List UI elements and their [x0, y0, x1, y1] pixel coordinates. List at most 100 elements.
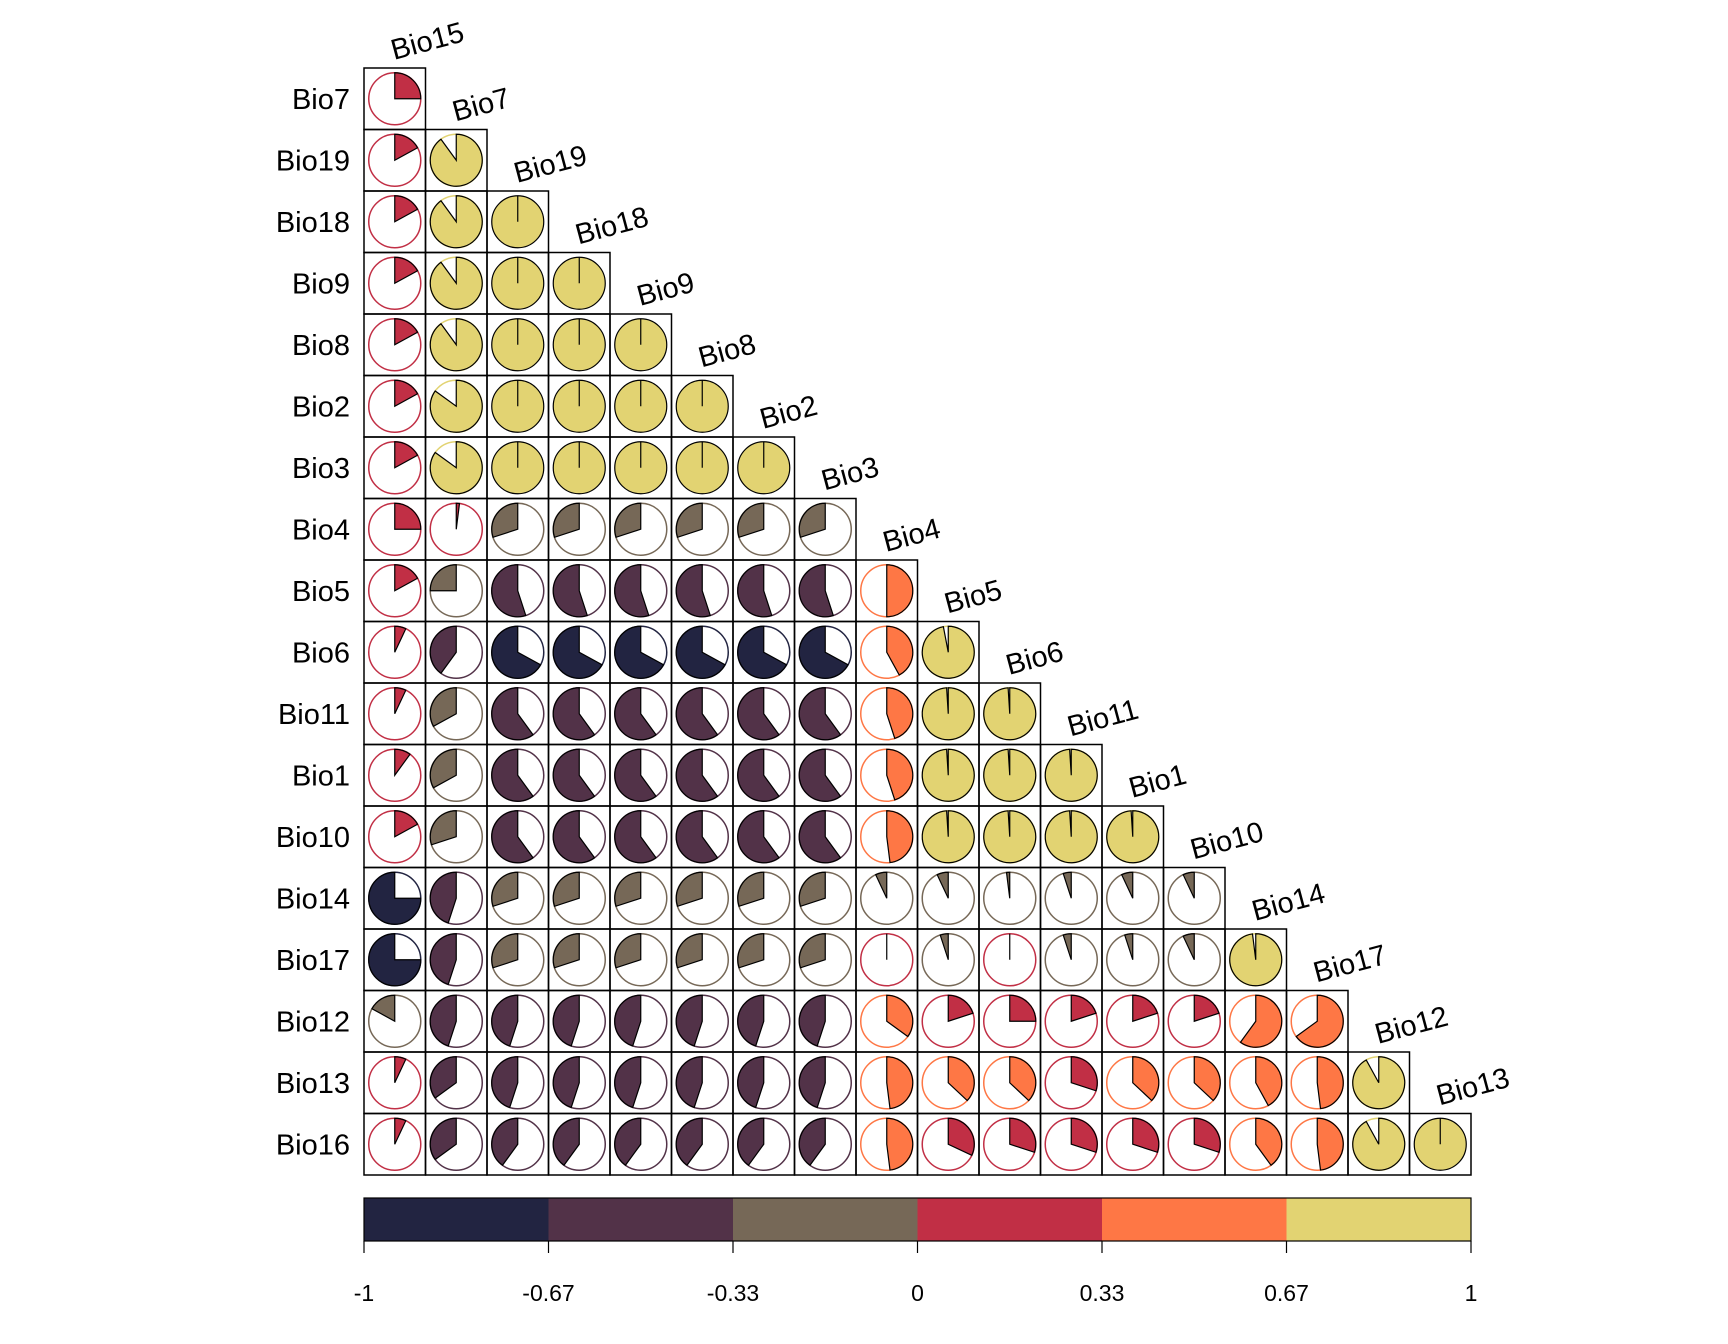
cell-bio13-bio19 — [486, 1051, 550, 1115]
pie-wedge — [1062, 933, 1072, 960]
pie-wedge — [1255, 1117, 1283, 1167]
cell-bio1-bio18 — [547, 743, 611, 807]
pie-wedge — [939, 933, 949, 960]
cell-bio3-bio18 — [547, 436, 611, 500]
cell-bio16-bio19 — [486, 1112, 550, 1176]
cell-bio13-bio6 — [978, 1051, 1042, 1115]
pie-wedge — [429, 564, 457, 592]
pie-wedge — [1044, 810, 1098, 864]
cell-bio14-bio8 — [670, 866, 734, 930]
cell-bio12-bio15 — [363, 989, 427, 1053]
pie-wedge — [491, 871, 519, 908]
cell-bio16-bio5 — [916, 1112, 980, 1176]
cell-bio17-bio3 — [793, 928, 857, 992]
pie-wedge — [491, 748, 534, 802]
pie-wedge — [737, 994, 765, 1047]
pie-wedge — [675, 871, 703, 908]
cell-bio3-bio15 — [363, 436, 427, 500]
pie-wedge — [1132, 1117, 1160, 1154]
pie-wedge — [552, 502, 580, 539]
pie-wedge — [886, 1117, 914, 1171]
column-label-bio5: Bio5 — [941, 574, 1005, 620]
colorbar-tick-label: 0.33 — [1080, 1280, 1125, 1306]
cell-bio1-bio4 — [855, 743, 919, 807]
cell-bio10-bio6 — [978, 805, 1042, 869]
pie-wedge — [737, 1117, 765, 1167]
cell-bio14-bio2 — [732, 866, 796, 930]
cell-bio19-bio7 — [424, 128, 488, 192]
cell-bio3-bio9 — [609, 436, 673, 500]
cell-bio13-bio9 — [609, 1051, 673, 1115]
pie-wedge — [491, 933, 519, 969]
pie-wedge — [491, 687, 534, 741]
cell-bio16-bio17 — [1285, 1112, 1349, 1176]
column-label-bio17: Bio17 — [1310, 939, 1390, 989]
cell-bio10-bio9 — [609, 805, 673, 869]
pie-wedge — [921, 625, 975, 679]
cell-bio14-bio3 — [793, 866, 857, 930]
cell-bio11-bio9 — [609, 682, 673, 746]
pie-wedge — [1132, 994, 1159, 1023]
pie-wedge — [675, 502, 703, 539]
pie-wedge — [1352, 1117, 1406, 1171]
pie-wedge — [675, 1056, 703, 1109]
pie-wedge — [429, 1117, 457, 1161]
cell-bio13-bio12 — [1347, 1051, 1411, 1115]
cell-bio14-bio5 — [916, 866, 980, 930]
pie-wedge — [1182, 871, 1195, 899]
pie-wedge — [798, 687, 842, 741]
cell-bio9-bio7 — [424, 251, 488, 315]
cell-bio17-bio6 — [978, 928, 1042, 992]
cell-bio13-bio11 — [1039, 1051, 1103, 1115]
colorbar-segment — [364, 1198, 549, 1241]
colorbar-segment — [917, 1198, 1103, 1241]
cell-bio11-bio8 — [670, 682, 734, 746]
pie-wedge — [394, 502, 422, 530]
pie-wedge — [1295, 994, 1344, 1048]
cell-bio3-bio2 — [732, 436, 796, 500]
cell-bio13-bio7 — [424, 1051, 488, 1115]
cell-bio19-bio15 — [363, 128, 427, 192]
pie-wedge — [552, 871, 580, 908]
pie-wedge — [394, 810, 419, 838]
cell-bio1-bio2 — [732, 743, 796, 807]
cell-bio14-bio6 — [978, 866, 1042, 930]
pie-wedge — [1316, 1117, 1344, 1171]
pie-wedge — [798, 748, 842, 802]
pie-wedge — [552, 564, 589, 618]
cell-bio12-bio11 — [1039, 989, 1103, 1053]
cell-bio1-bio15 — [363, 743, 427, 807]
column-label-bio4: Bio4 — [880, 513, 944, 559]
pie-wedge — [552, 687, 596, 741]
pie-wedge — [983, 810, 1037, 864]
cell-bio5-bio3 — [793, 559, 857, 623]
cell-bio18-bio19 — [486, 190, 550, 254]
pie-wedge — [1009, 1056, 1037, 1102]
pie-wedge — [614, 564, 650, 618]
pie-wedge — [1229, 933, 1283, 987]
pie-wedge — [429, 1056, 457, 1099]
pie-wedge — [983, 748, 1037, 802]
cell-bio5-bio7 — [424, 559, 488, 623]
row-label-bio4: Bio4 — [292, 514, 350, 546]
cell-bio5-bio15 — [363, 559, 427, 623]
pie-wedge — [429, 318, 483, 372]
pie-wedge — [737, 871, 765, 908]
column-label-bio19: Bio19 — [511, 140, 591, 190]
pie-wedge — [675, 933, 703, 969]
pie-wedge — [798, 1056, 826, 1109]
cell-bio1-bio9 — [609, 743, 673, 807]
pie-wedge — [1123, 933, 1134, 960]
cell-bio1-bio6 — [978, 743, 1042, 807]
cell-bio16-bio9 — [609, 1112, 673, 1176]
cell-bio6-bio3 — [793, 620, 857, 684]
pie-wedge — [491, 1117, 519, 1167]
cell-bio3-bio8 — [670, 436, 734, 500]
cell-bio11-bio15 — [363, 682, 427, 746]
cell-bio13-bio1 — [1101, 1051, 1165, 1115]
cell-bio2-bio18 — [547, 374, 611, 438]
pie-wedge — [886, 748, 914, 801]
pie-wedge — [429, 195, 483, 249]
cell-bio17-bio1 — [1101, 928, 1165, 992]
pie-wedge — [1009, 1117, 1037, 1154]
